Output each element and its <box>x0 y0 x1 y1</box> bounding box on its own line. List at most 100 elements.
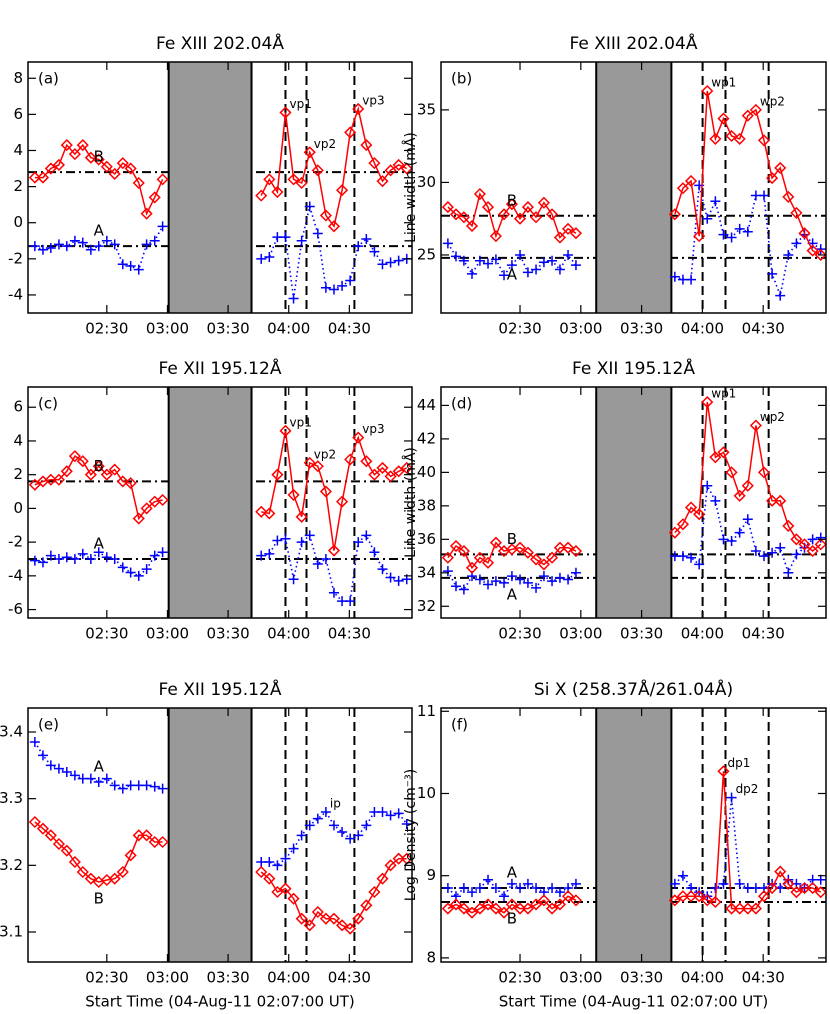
data-point <box>522 577 533 588</box>
data-point <box>710 196 721 207</box>
x-tick-label: 03:30 <box>206 625 249 643</box>
data-point <box>815 532 826 543</box>
data-point <box>60 139 73 152</box>
data-point <box>280 232 291 243</box>
data-gap <box>168 387 252 618</box>
data-point <box>686 274 697 285</box>
x-tick-label: 03:30 <box>206 320 249 338</box>
x-tick-label: 02:30 <box>498 625 541 643</box>
data-point <box>474 574 485 585</box>
plot-area <box>441 62 826 313</box>
data-point <box>69 770 80 781</box>
data-point <box>749 419 762 432</box>
data-point <box>506 260 517 271</box>
data-point <box>718 534 729 545</box>
plot-frame <box>27 386 413 619</box>
data-point <box>513 902 527 915</box>
data-point <box>92 460 105 473</box>
data-point <box>288 843 299 854</box>
panel-title: Fe XIII 202.04Å <box>156 32 284 54</box>
data-point <box>490 883 501 894</box>
data-point <box>384 164 397 177</box>
data-point <box>782 519 795 532</box>
data-point <box>37 244 48 255</box>
data-point <box>76 139 89 152</box>
y-tick-label: 3.3 <box>0 789 23 807</box>
data-point <box>319 209 332 222</box>
data-point <box>60 465 73 478</box>
data-point <box>288 293 299 304</box>
annotation: wp2 <box>760 94 785 108</box>
data-point <box>255 189 268 202</box>
data-point <box>506 878 517 889</box>
data-point <box>352 912 365 925</box>
data-point <box>702 480 713 491</box>
data-point <box>52 158 65 171</box>
data-point <box>767 547 778 558</box>
data-gap <box>168 708 252 962</box>
y-tick-label: 11 <box>417 702 436 720</box>
data-point <box>28 815 41 829</box>
data-point <box>369 246 380 257</box>
data-point <box>733 489 746 502</box>
data-point <box>101 235 112 246</box>
data-point <box>337 827 348 837</box>
data-point <box>742 514 753 525</box>
annotation: vp2 <box>314 447 336 461</box>
data-point <box>352 102 365 116</box>
data-point <box>361 530 372 541</box>
data-point <box>124 162 137 175</box>
data-point <box>701 396 714 409</box>
data-point <box>766 494 779 507</box>
data-point <box>529 553 543 566</box>
data-point <box>676 890 690 903</box>
data-point <box>53 553 64 564</box>
annotation: vp2 <box>314 137 336 151</box>
data-point <box>783 249 794 260</box>
data-point <box>44 162 57 175</box>
x-tick-label: 03:30 <box>620 320 663 338</box>
annotation: vp1 <box>289 415 311 429</box>
data-point <box>319 485 332 498</box>
data-point <box>69 235 80 246</box>
data-point <box>345 275 356 286</box>
y-tick-label: 44 <box>417 396 436 414</box>
data-point <box>392 158 405 171</box>
data-point <box>807 534 818 545</box>
data-point <box>336 495 349 508</box>
data-point <box>553 541 567 554</box>
y-axis-label: Line width (mÅ) <box>402 132 419 243</box>
data-point <box>677 551 688 562</box>
data-point <box>68 450 81 463</box>
data-point <box>798 227 811 240</box>
data-point <box>742 226 753 237</box>
data-point <box>108 872 121 885</box>
data-point <box>132 512 145 525</box>
data-point <box>499 577 510 588</box>
data-point <box>109 239 120 250</box>
data-point <box>353 830 364 841</box>
data-point <box>458 883 469 894</box>
data-point <box>360 899 373 912</box>
data-point <box>256 550 267 561</box>
data-point <box>458 584 469 595</box>
data-point <box>100 468 113 481</box>
data-point <box>726 536 737 546</box>
data-point <box>272 535 283 546</box>
data-point <box>37 750 48 761</box>
data-gap <box>596 62 672 313</box>
x-tick-label: 02:30 <box>498 320 541 338</box>
data-point <box>296 830 307 841</box>
data-point <box>400 852 412 865</box>
data-point <box>521 902 534 915</box>
data-point <box>497 208 511 221</box>
y-axis-label: Line width (mÅ) <box>402 447 419 558</box>
data-point <box>686 552 697 563</box>
x-axis-label: Start Time (04-Aug-11 02:07:00 UT) <box>499 993 769 1011</box>
data-point <box>717 446 730 459</box>
y-tick-label: 3.2 <box>0 856 23 874</box>
data-point <box>473 551 486 564</box>
data-point <box>384 470 397 483</box>
data-point <box>272 860 283 871</box>
